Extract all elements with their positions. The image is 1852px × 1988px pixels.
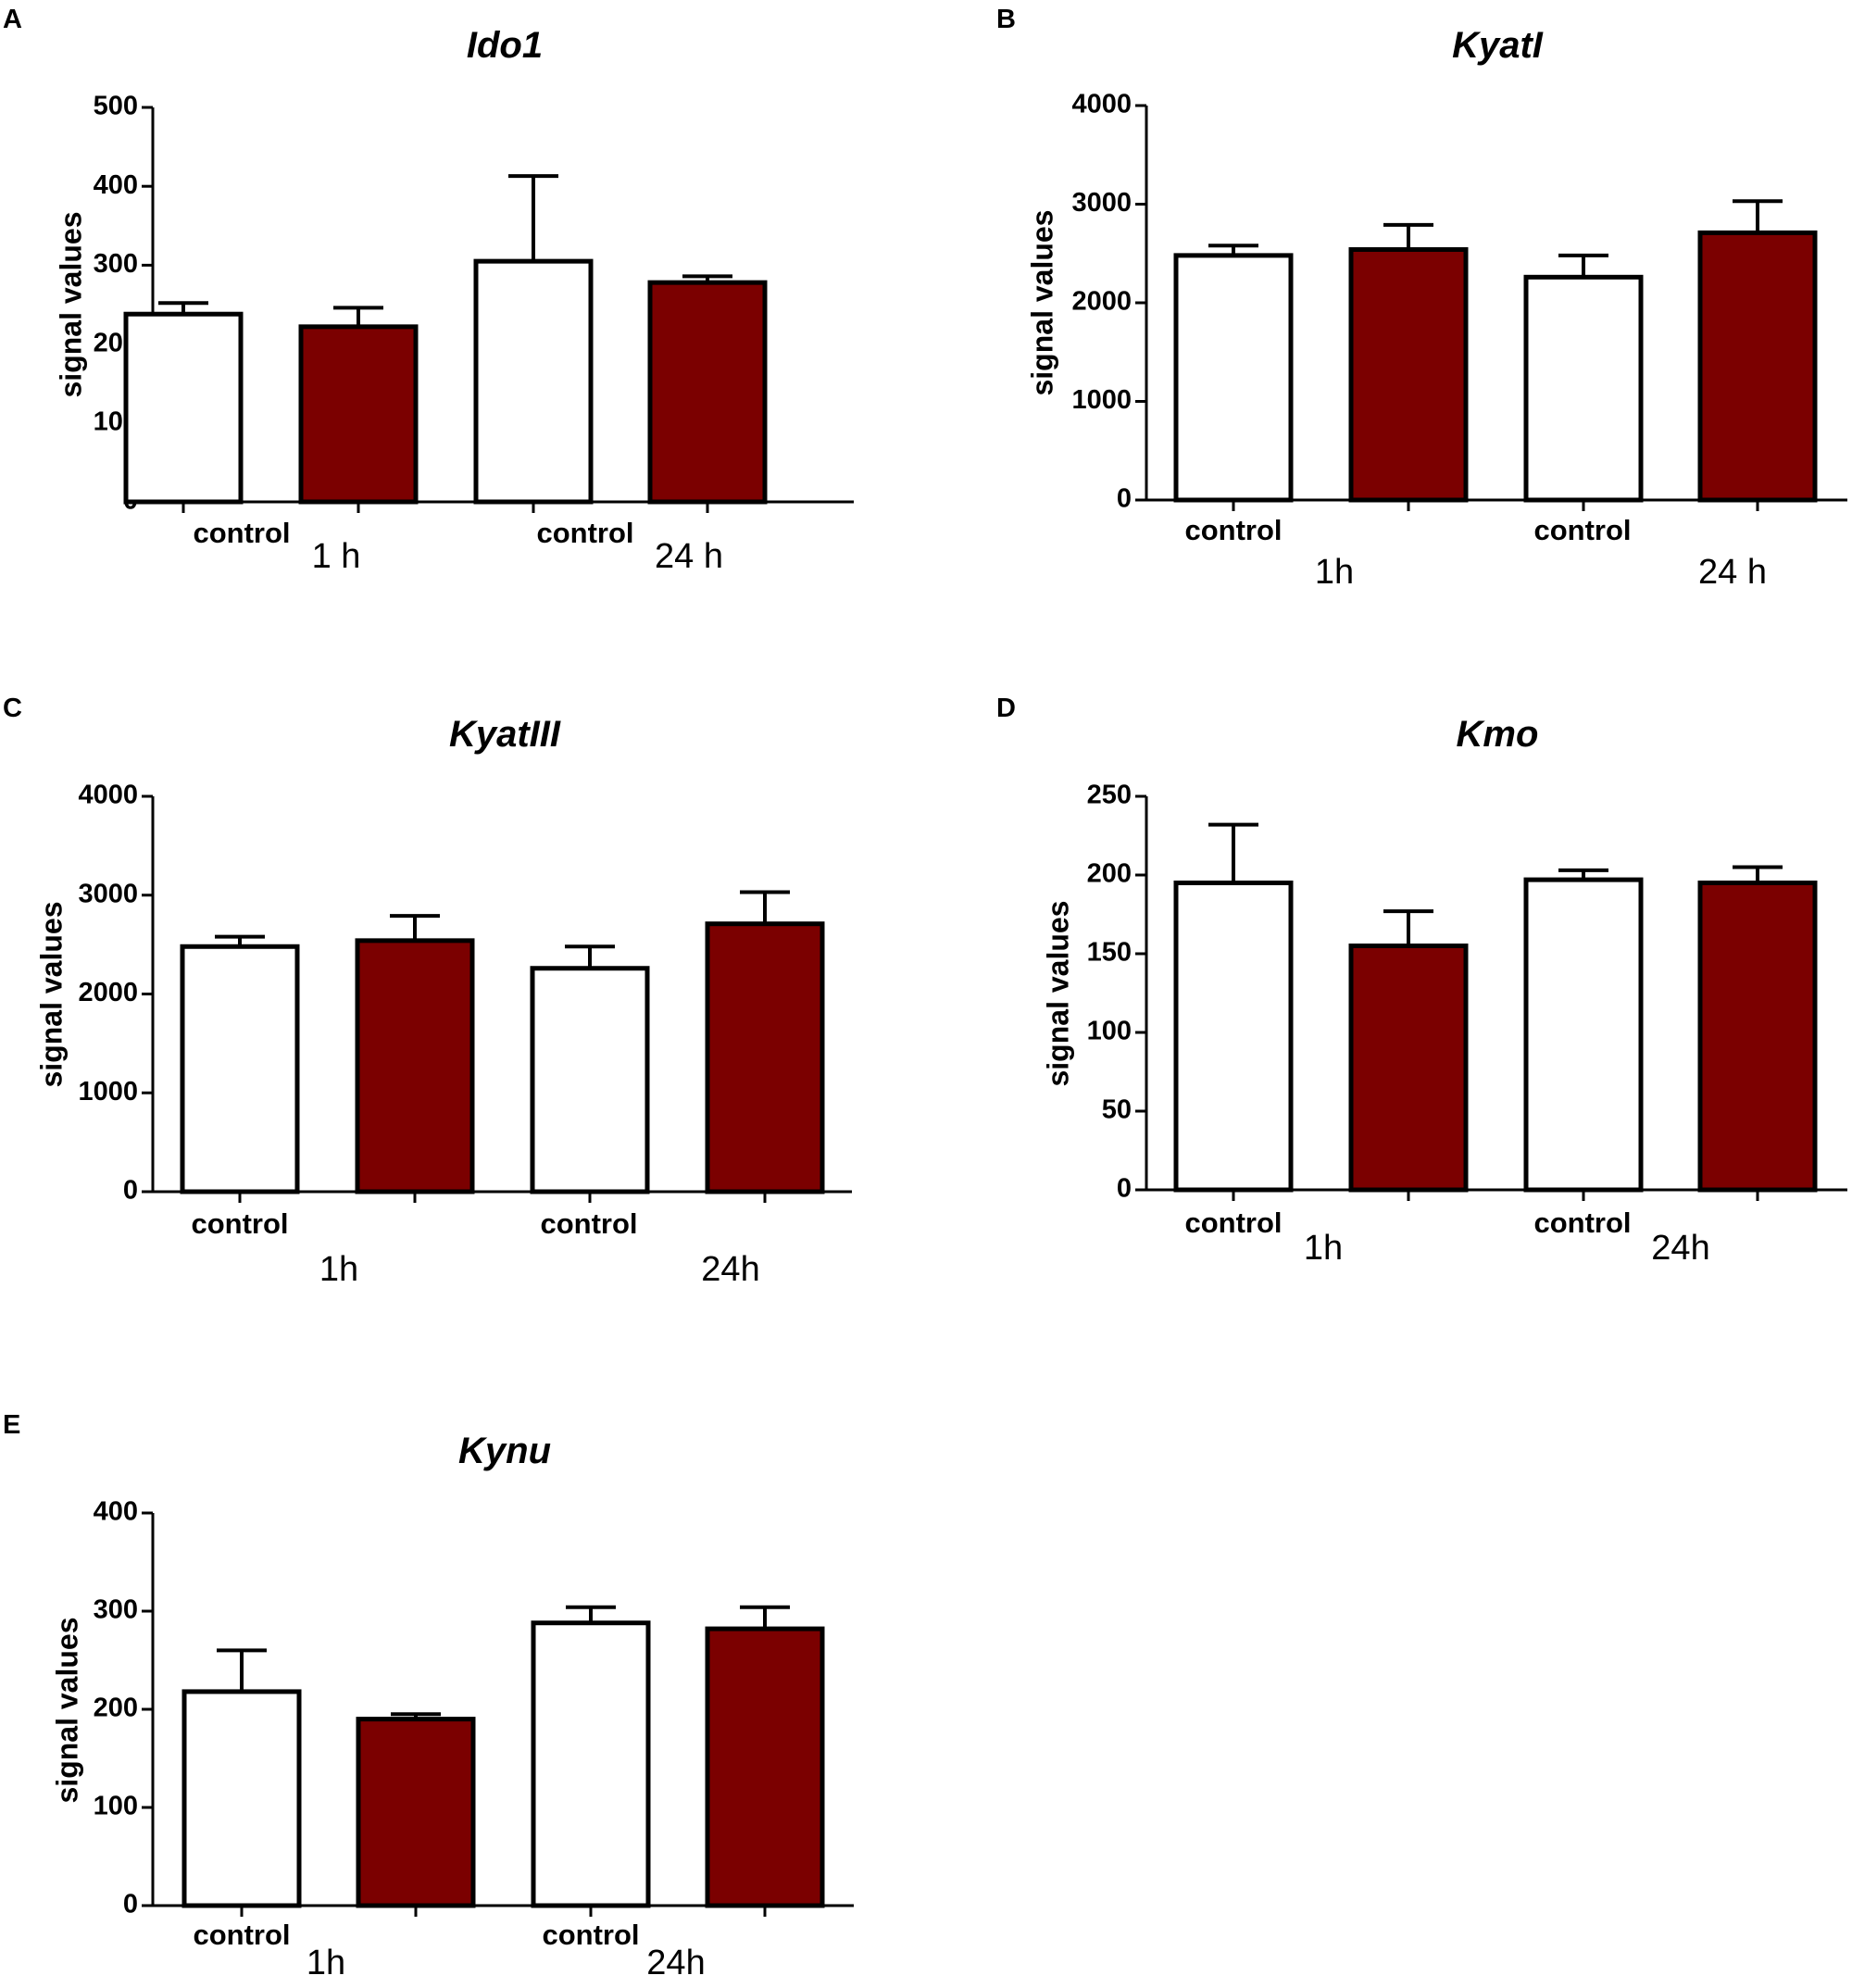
bar-2 (356, 1717, 476, 1908)
group-label: 1h (1315, 553, 1354, 592)
bar-1 (1173, 881, 1294, 1193)
panel-letter: D (996, 694, 1016, 723)
chart-title: KyatIII (449, 714, 561, 755)
group-label: 1 h (312, 537, 361, 576)
y-tick-label: 1000 (78, 1077, 138, 1107)
bar-3 (473, 258, 594, 505)
panel-letter: E (3, 1410, 20, 1440)
y-tick-label: 0 (123, 1176, 138, 1206)
panel-letter: A (3, 5, 22, 34)
group-label: 1h (319, 1250, 358, 1289)
y-tick-label: 400 (94, 170, 138, 200)
y-axis-label: signal values (34, 902, 68, 1088)
y-tick-label: 0 (1117, 484, 1132, 514)
y-tick-label: 500 (94, 92, 138, 121)
category-label: control (193, 1919, 290, 1951)
bar-2 (1348, 944, 1469, 1193)
bar-3 (531, 1620, 651, 1908)
group-label: 1h (1304, 1229, 1343, 1268)
bar-2 (298, 324, 419, 505)
y-tick-label: 100 (94, 1792, 138, 1821)
bar-4 (705, 1626, 825, 1908)
y-tick-label: 0 (123, 1890, 138, 1919)
y-tick-label: 4000 (1071, 90, 1132, 119)
category-label: control (1184, 1207, 1282, 1239)
chart-title: KyatI (1452, 25, 1544, 66)
category-label: control (1184, 514, 1282, 546)
panel-c: C KyatIII signal values 0 1000 2000 3000 4000 co… (3, 694, 852, 1289)
panel-b: B KyatI signal values 0 1000 2000 3000 4000 cont… (996, 5, 1847, 592)
group-label: 24 h (1698, 553, 1767, 592)
bar-1 (181, 1689, 302, 1908)
category-label: control (1533, 514, 1631, 546)
category-label: control (193, 517, 290, 549)
y-tick-label: 1000 (1071, 385, 1132, 415)
category-label: control (191, 1207, 288, 1240)
y-tick-label: 2000 (78, 978, 138, 1007)
y-tick-label: 4000 (78, 781, 138, 810)
bar-4 (1697, 230, 1818, 503)
category-label: control (542, 1919, 639, 1951)
bar-3 (530, 966, 650, 1194)
y-tick-label: 0 (1117, 1174, 1132, 1204)
category-label: control (1533, 1207, 1631, 1239)
y-axis-label: signal values (54, 212, 87, 398)
group-label: 24h (1651, 1229, 1709, 1268)
category-label: control (540, 1207, 637, 1240)
panel-d: D Kmo signal values 0 50 100 150 200 250 control c… (996, 694, 1847, 1268)
group-label: 24 h (655, 537, 723, 576)
bar-3 (1523, 274, 1644, 503)
bar-1 (180, 944, 300, 1194)
y-tick-label: 300 (94, 1595, 138, 1625)
panel-letter: B (996, 5, 1016, 34)
y-tick-label: 2000 (1071, 287, 1132, 317)
bar-4 (705, 921, 825, 1194)
group-label: 1h (307, 1944, 345, 1982)
panel-letter: C (3, 694, 22, 723)
bar-2 (1348, 246, 1469, 503)
y-tick-label: 150 (1087, 938, 1132, 968)
y-tick-label: 200 (94, 1694, 138, 1723)
group-label: 24h (701, 1250, 759, 1289)
y-tick-label: 200 (1087, 859, 1132, 889)
y-tick-label: 3000 (78, 879, 138, 908)
y-tick-label: 400 (94, 1497, 138, 1527)
chart-title: Ido1 (467, 25, 543, 66)
y-tick-label: 300 (94, 249, 138, 279)
y-axis-label: signal values (50, 1618, 83, 1804)
bar-1 (123, 311, 244, 505)
bar-3 (1523, 877, 1644, 1193)
y-axis-label: signal values (1025, 210, 1058, 396)
panel-e: E Kynu signal values 0 100 200 300 400 control co… (3, 1410, 854, 1982)
category-label: control (536, 517, 633, 549)
chart-title: Kmo (1457, 714, 1539, 755)
y-tick-label: 50 (1102, 1095, 1132, 1125)
chart-title: Kynu (458, 1431, 551, 1471)
y-tick-label: 100 (1087, 1017, 1132, 1046)
y-tick-label: 3000 (1071, 188, 1132, 218)
bar-4 (647, 280, 768, 505)
group-label: 24h (646, 1944, 705, 1982)
y-tick-label: 250 (1087, 781, 1132, 810)
y-axis-label: signal values (1041, 901, 1074, 1087)
bar-4 (1697, 881, 1818, 1193)
bar-2 (355, 938, 475, 1194)
bar-1 (1173, 253, 1294, 503)
